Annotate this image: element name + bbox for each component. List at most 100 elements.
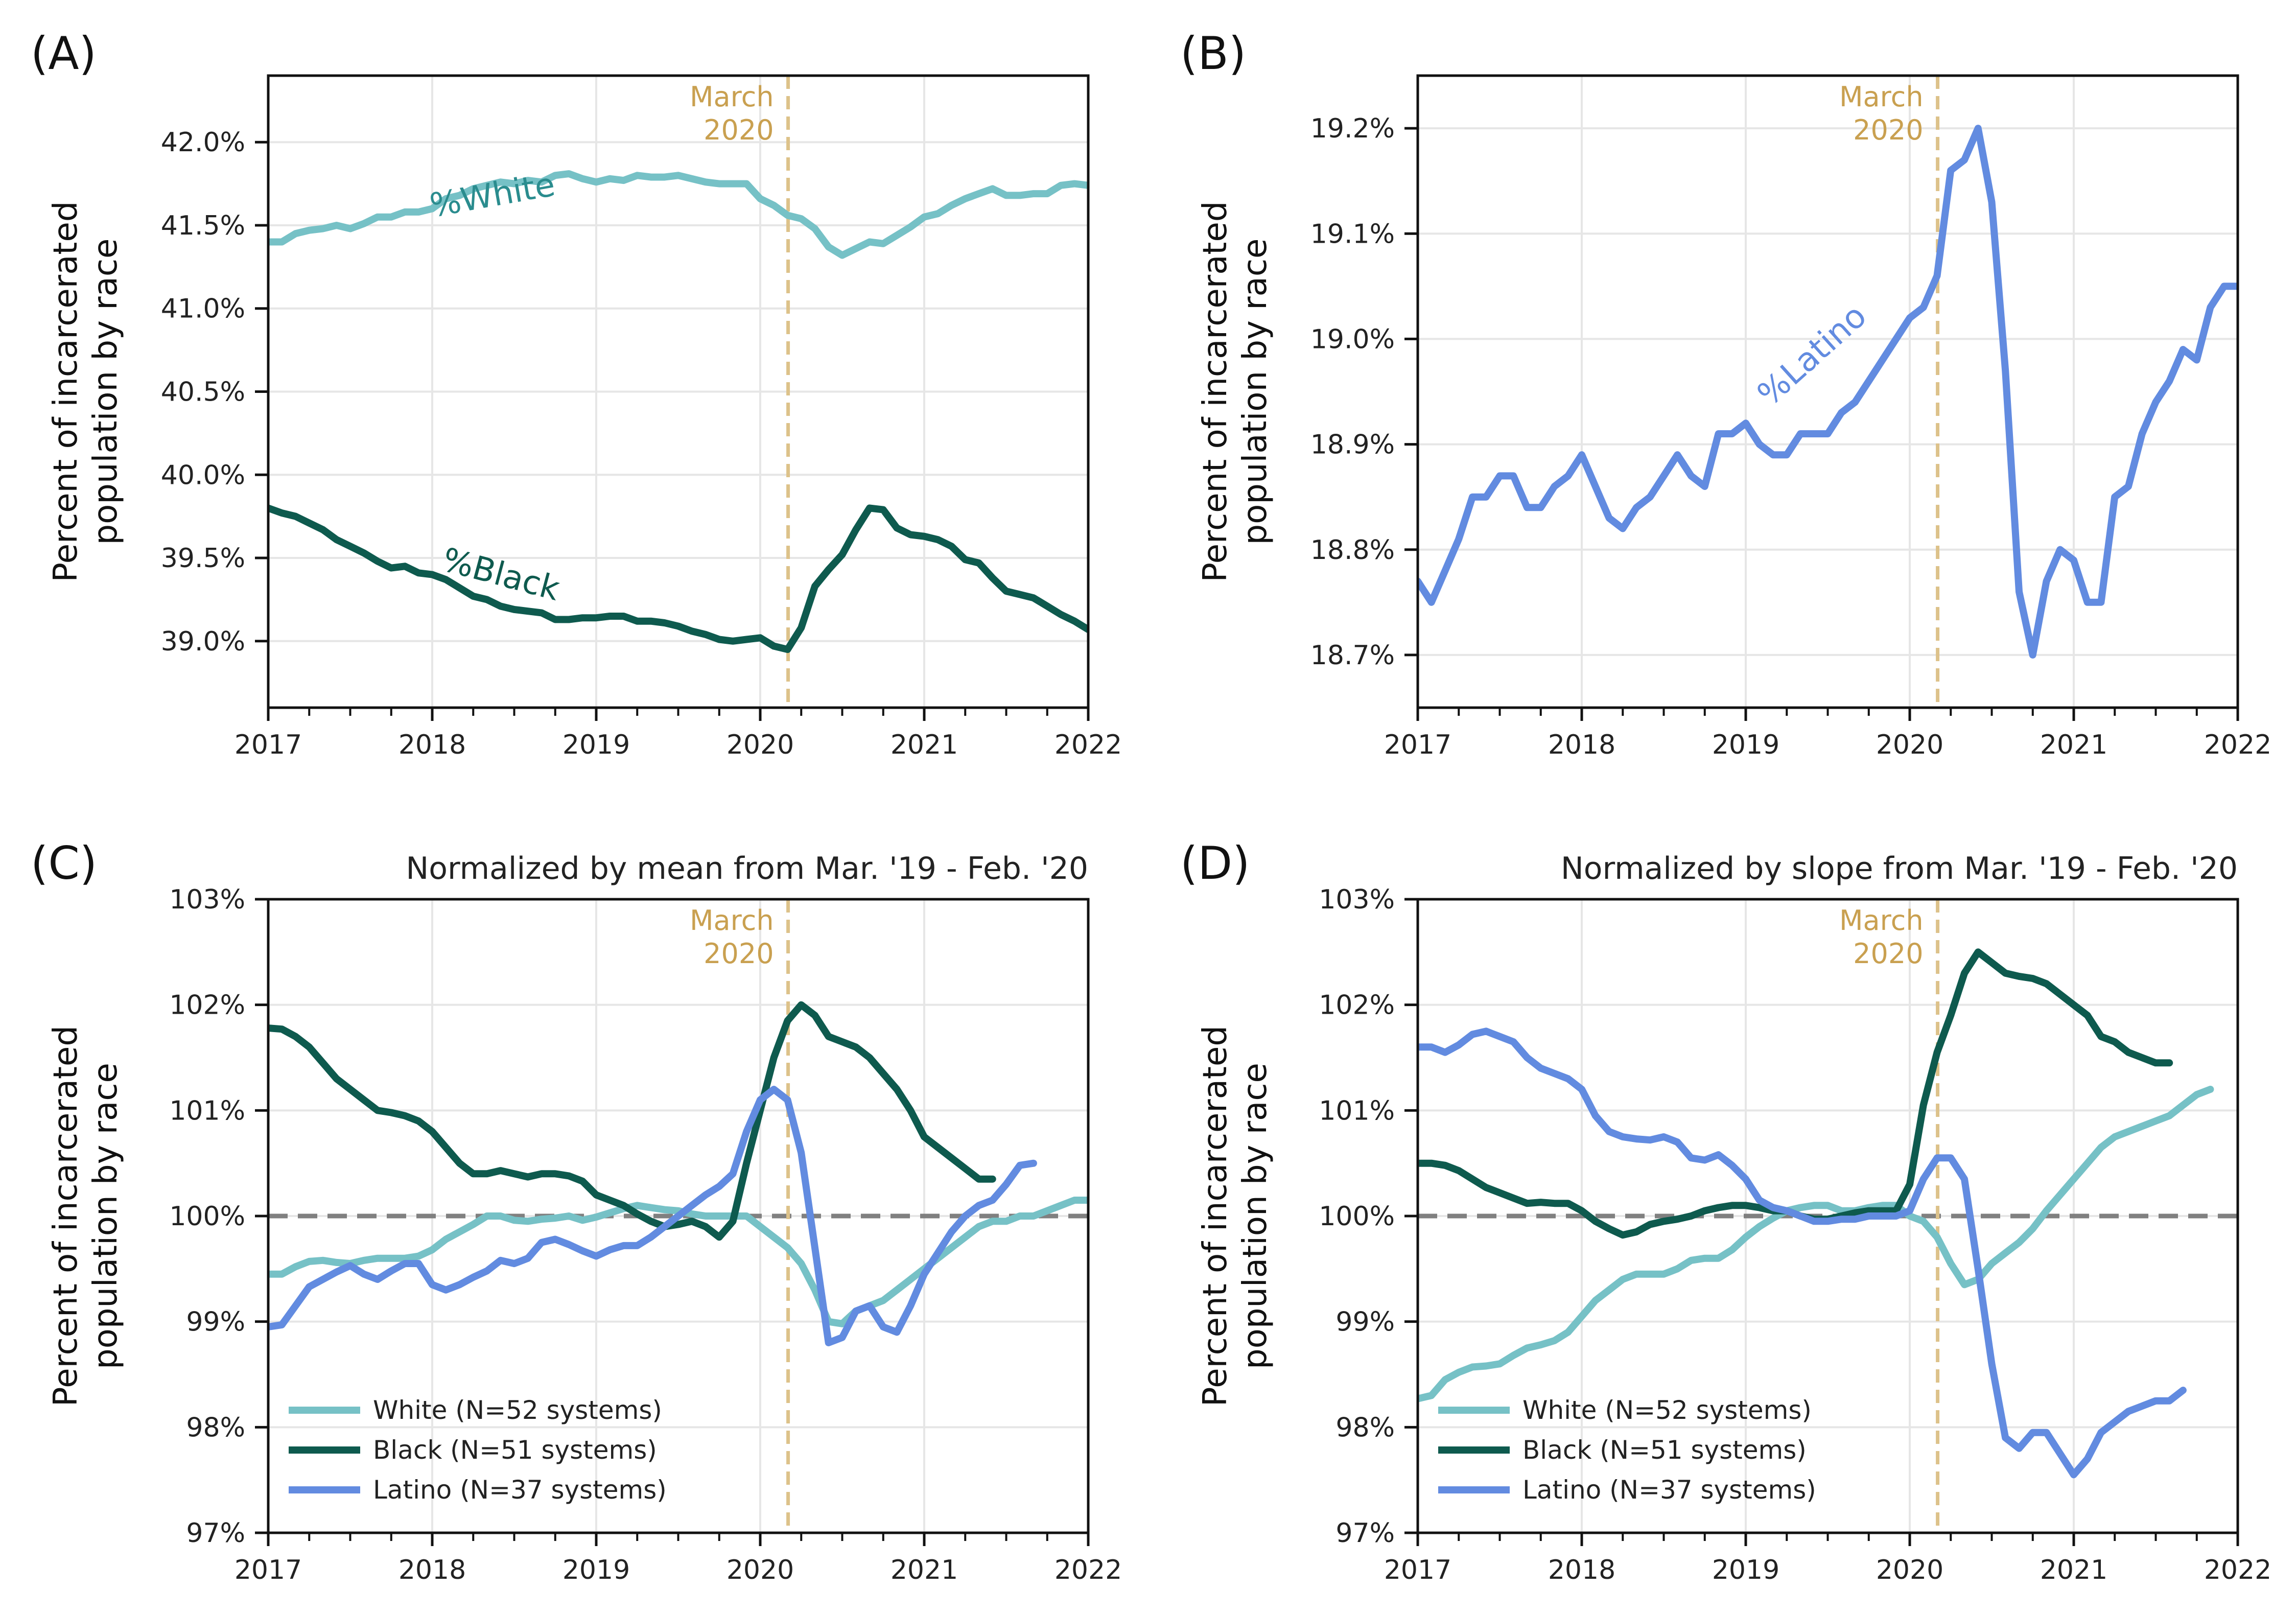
series-line-black [268, 1001, 996, 1241]
x-tick-label: 2022 [1055, 1555, 1122, 1585]
y-axis-label-line2: population by race [87, 1063, 125, 1369]
x-tick-label: 2019 [563, 730, 630, 760]
x-tick-label: 2019 [563, 1555, 630, 1585]
y-axis-label-line2: population by race [1236, 239, 1274, 545]
y-tick-label: 40.5% [161, 377, 245, 408]
y-axis-label: Percent of incarceratedpopulation by rac… [47, 1025, 125, 1407]
series-line-black [1418, 948, 2173, 1239]
y-tick-label: 39.0% [161, 626, 245, 657]
series-annotation: %Black [438, 541, 564, 609]
x-tick-label: 2022 [2204, 1555, 2271, 1585]
y-axis-label: Percent of incarceratedpopulation by rac… [1197, 1025, 1274, 1407]
x-tick-label: 2017 [1384, 730, 1451, 760]
y-axis-label: Percent of incarceratedpopulation by rac… [1197, 201, 1274, 582]
march-label-line2: 2020 [1853, 114, 1923, 146]
y-tick-label: 101% [169, 1095, 245, 1126]
series-group [1418, 125, 2238, 659]
panel-title: Normalized by slope from Mar. '19 - Feb.… [1561, 851, 2238, 886]
panel-label: (D) [1180, 837, 1250, 890]
x-tick-label: 2018 [1548, 730, 1615, 760]
x-tick-label: 2018 [399, 1555, 466, 1585]
y-axis-label-line1: Percent of incarcerated [47, 201, 85, 582]
x-tick-label: 2021 [2040, 730, 2107, 760]
march-label-line1: March [690, 904, 774, 937]
march-label-line1: March [690, 81, 774, 113]
y-tick-label: 41.5% [161, 211, 245, 241]
legend: White (N=52 systems) Black (N=51 systems)… [1438, 1395, 1816, 1505]
x-tick-label: 2018 [1548, 1555, 1615, 1585]
y-axis-label-line1: Percent of incarcerated [47, 1025, 85, 1407]
y-axis-label-line2: population by race [87, 239, 125, 545]
series-line-white [1418, 1086, 2214, 1403]
march-label-line2: 2020 [704, 114, 774, 146]
x-tick-label: 2022 [2204, 730, 2271, 760]
series-group [268, 1001, 1088, 1346]
y-axis-label-line1: Percent of incarcerated [1197, 1025, 1234, 1407]
x-tick-label: 2022 [1055, 730, 1122, 760]
y-tick-label: 97% [186, 1518, 245, 1549]
y-tick-label: 19.1% [1310, 219, 1395, 249]
march-label-line1: March [1839, 904, 1924, 937]
y-tick-label: 40.0% [161, 460, 245, 490]
y-tick-label: 18.9% [1310, 430, 1395, 460]
y-tick-label: 19.2% [1310, 113, 1395, 144]
x-tick-label: 2020 [727, 730, 794, 760]
legend-label-black: Black (N=51 systems) [1522, 1435, 1807, 1465]
x-tick-label: 2020 [727, 1555, 794, 1585]
x-tick-label: 2017 [235, 730, 302, 760]
panel-label: (A) [31, 27, 97, 80]
march-label-line2: 2020 [1853, 938, 1923, 970]
series-group [268, 170, 1088, 653]
legend-label-white: White (N=52 systems) [1522, 1395, 1812, 1425]
series-line-white [268, 1197, 1088, 1327]
y-tick-label: 42.0% [161, 127, 245, 158]
y-tick-label: 98% [1336, 1412, 1395, 1443]
x-tick-label: 2021 [891, 1555, 958, 1585]
panel-title: Normalized by mean from Mar. '19 - Feb. … [406, 851, 1088, 886]
y-tick-label: 102% [169, 990, 245, 1021]
y-tick-label: 19.0% [1310, 324, 1395, 355]
x-tick-label: 2018 [399, 730, 466, 760]
panel-label: (C) [31, 837, 97, 890]
legend-label-latino: Latino (N=37 systems) [373, 1475, 667, 1505]
series-line-latino [268, 1086, 1037, 1346]
x-tick-label: 2017 [235, 1555, 302, 1585]
y-tick-label: 41.0% [161, 294, 245, 324]
y-tick-label: 102% [1319, 990, 1395, 1021]
y-tick-label: 99% [1336, 1307, 1395, 1338]
march-label-line2: 2020 [704, 938, 774, 970]
y-axis-label: Percent of incarceratedpopulation by rac… [47, 201, 125, 582]
panel-label: (B) [1180, 27, 1246, 80]
y-tick-label: 97% [1336, 1518, 1395, 1549]
y-tick-label: 100% [169, 1201, 245, 1232]
legend-label-white: White (N=52 systems) [373, 1395, 662, 1425]
legend-label-black: Black (N=51 systems) [373, 1435, 657, 1465]
x-tick-label: 2020 [1876, 1555, 1943, 1585]
series-line-black [268, 504, 1088, 653]
legend: White (N=52 systems) Black (N=51 systems)… [289, 1395, 667, 1505]
series-annotation: %White [427, 166, 558, 225]
y-axis-label-line1: Percent of incarcerated [1197, 201, 1234, 582]
y-tick-label: 103% [169, 884, 245, 915]
y-axis-label-line2: population by race [1236, 1063, 1274, 1369]
y-tick-label: 99% [186, 1307, 245, 1338]
series-line-white [268, 170, 1088, 259]
y-tick-label: 101% [1319, 1095, 1395, 1126]
y-tick-label: 18.7% [1310, 640, 1395, 671]
x-tick-label: 2019 [1712, 1555, 1779, 1585]
series-line-latino [1418, 1027, 2187, 1479]
x-tick-label: 2019 [1712, 730, 1779, 760]
x-tick-label: 2020 [1876, 730, 1943, 760]
legend-label-latino: Latino (N=37 systems) [1522, 1475, 1816, 1505]
series-group [1418, 948, 2214, 1479]
x-tick-label: 2021 [2040, 1555, 2107, 1585]
x-tick-label: 2017 [1384, 1555, 1451, 1585]
y-tick-label: 103% [1319, 884, 1395, 915]
x-tick-label: 2021 [891, 730, 958, 760]
y-tick-label: 98% [186, 1412, 245, 1443]
